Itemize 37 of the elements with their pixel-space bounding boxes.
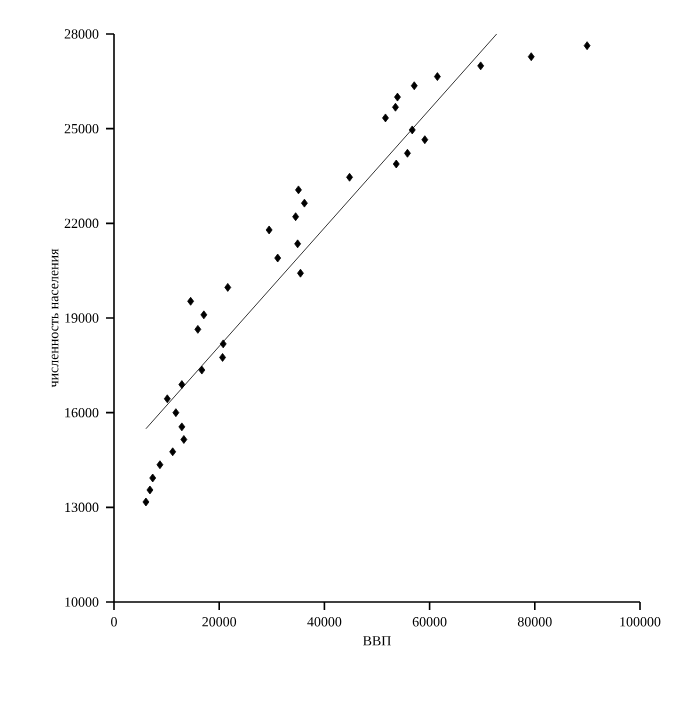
point xyxy=(274,253,282,263)
point xyxy=(392,159,400,169)
point xyxy=(477,61,485,71)
point xyxy=(198,365,206,375)
point xyxy=(178,422,186,432)
point xyxy=(194,324,202,334)
point xyxy=(187,296,195,306)
point xyxy=(180,435,188,444)
point xyxy=(169,447,177,457)
point xyxy=(156,460,164,470)
point xyxy=(294,239,302,249)
point xyxy=(410,81,418,91)
point xyxy=(219,353,226,362)
point xyxy=(297,268,304,278)
point xyxy=(301,198,308,208)
point xyxy=(394,92,401,102)
point xyxy=(295,185,302,195)
point xyxy=(265,225,273,235)
point xyxy=(583,41,591,51)
point xyxy=(149,473,157,483)
point xyxy=(421,135,429,145)
point xyxy=(392,102,399,112)
point xyxy=(224,283,232,292)
point xyxy=(219,339,227,349)
point xyxy=(404,148,411,158)
point xyxy=(200,310,208,320)
point xyxy=(434,72,441,81)
point xyxy=(178,380,186,389)
point xyxy=(172,408,180,418)
point xyxy=(346,172,353,182)
point xyxy=(527,52,535,62)
point xyxy=(142,497,150,507)
point xyxy=(382,113,389,123)
point xyxy=(146,485,154,495)
point xyxy=(408,125,416,135)
point xyxy=(292,212,300,222)
point xyxy=(163,394,171,404)
